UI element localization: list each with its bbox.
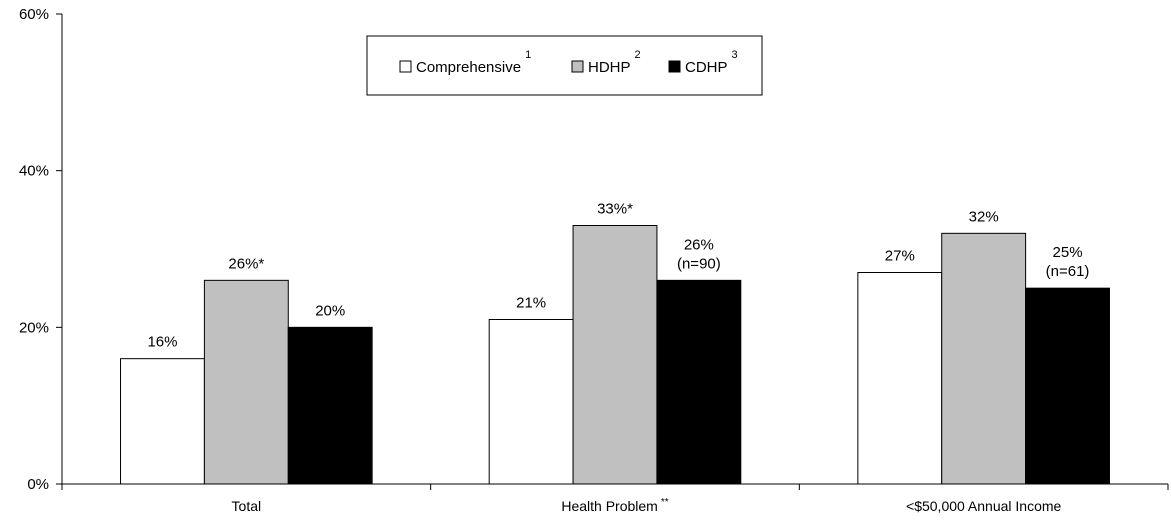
bar-hdhp	[203, 279, 289, 485]
legend-box	[366, 35, 763, 96]
legend-superscript: 2	[635, 49, 641, 61]
x-category-superscript: **	[661, 497, 669, 508]
data-label: 16%	[147, 334, 177, 351]
x-category-label: <$50,000 Annual Income	[906, 498, 1062, 514]
data-label: 33%*	[597, 201, 633, 218]
data-label: 25%	[1053, 244, 1083, 261]
data-label: (n=61)	[1046, 263, 1090, 280]
bar-cdhp	[1025, 287, 1110, 485]
x-category-label: Health Problem **	[561, 497, 668, 514]
data-label: 32%	[969, 208, 999, 225]
data-label: (n=90)	[677, 255, 721, 272]
legend-swatch-hdhp	[571, 60, 584, 73]
legend-swatch-comprehensive	[399, 60, 412, 73]
legend-superscript: 1	[525, 49, 531, 61]
bar-cdhp	[287, 326, 373, 485]
bar-comprehensive	[488, 319, 574, 485]
bar-comprehensive	[120, 358, 205, 485]
chart-bars	[120, 225, 1110, 485]
data-label: 20%	[315, 302, 345, 319]
data-label: 21%	[516, 295, 546, 312]
legend-superscript: 3	[732, 49, 738, 61]
y-tick-label: 20%	[19, 319, 49, 336]
bar-cdhp	[656, 279, 742, 485]
bar-hdhp	[572, 225, 658, 485]
data-label: 26%*	[228, 255, 264, 272]
y-tick-label: 40%	[19, 163, 49, 180]
chart-data-labels: 16% 26%* 20% 21% 33%* 26% (n=90) 27% 32% 25% (n=61…	[147, 201, 1089, 351]
legend-swatch-cdhp	[668, 60, 681, 73]
y-tick-label: 0%	[27, 476, 49, 493]
x-category-label: Total	[232, 498, 262, 514]
bar-comprehensive	[857, 272, 943, 485]
data-label: 26%	[684, 236, 714, 253]
data-label: 27%	[885, 248, 915, 265]
bar-hdhp	[941, 232, 1027, 485]
y-tick-label: 60%	[19, 6, 49, 23]
